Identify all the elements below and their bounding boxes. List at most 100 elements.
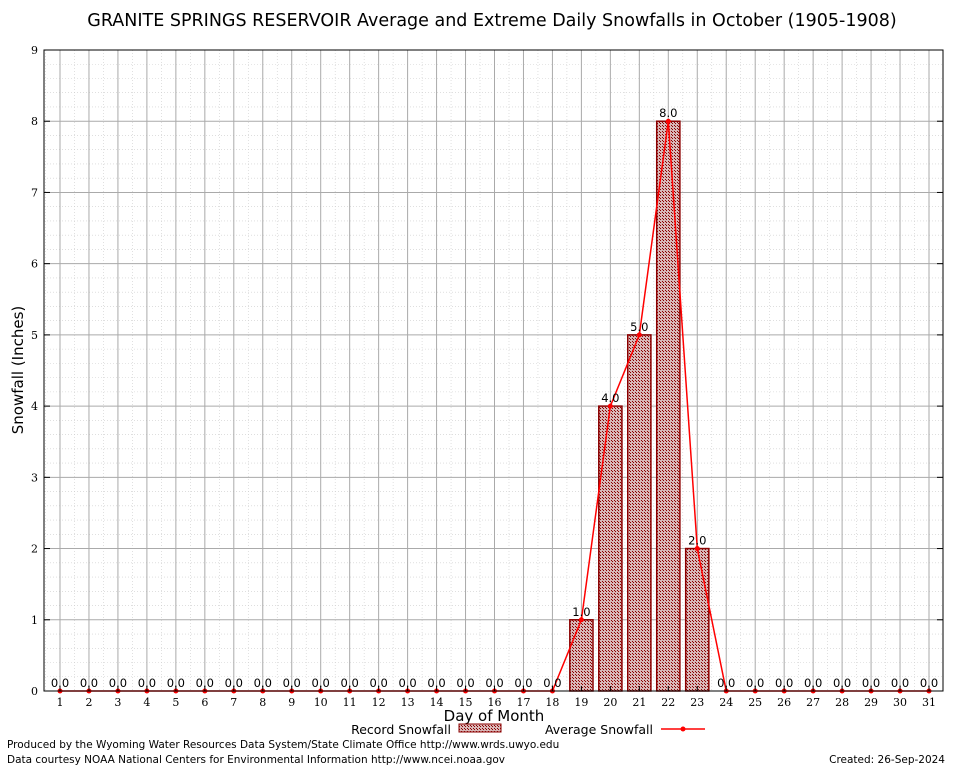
data-label: 0.0 xyxy=(51,676,69,690)
data-label: 0.0 xyxy=(196,676,214,690)
x-tick-label: 16 xyxy=(488,696,502,709)
data-label: 0.0 xyxy=(543,676,561,690)
x-tick-label: 3 xyxy=(114,696,121,709)
x-tick-label: 30 xyxy=(893,696,907,709)
x-tick-label: 18 xyxy=(545,696,559,709)
x-tick-label: 2 xyxy=(85,696,92,709)
y-tick-label: 6 xyxy=(31,258,38,271)
data-label: 0.0 xyxy=(167,676,185,690)
data-label: 0.0 xyxy=(485,676,503,690)
x-tick-label: 28 xyxy=(835,696,849,709)
y-tick-label: 3 xyxy=(31,471,38,484)
major-grid xyxy=(44,49,943,692)
plot-frame xyxy=(43,49,944,692)
y-tick-label: 8 xyxy=(31,115,38,128)
y-tick-label: 9 xyxy=(31,44,38,57)
y-tick-label: 2 xyxy=(31,543,38,556)
data-label: 0.0 xyxy=(80,676,98,690)
data-label: 0.0 xyxy=(514,676,532,690)
data-label: 0.0 xyxy=(775,676,793,690)
data-label: 0.0 xyxy=(427,676,445,690)
x-tick-label: 8 xyxy=(259,696,266,709)
x-tick-label: 11 xyxy=(343,696,357,709)
data-label: 0.0 xyxy=(891,676,909,690)
x-tick-label: 27 xyxy=(806,696,820,709)
chart-title: GRANITE SPRINGS RESERVOIR Average and Ex… xyxy=(87,11,896,31)
y-axis-ticks: 0 1 2 3 4 5 6 7 8 9 xyxy=(31,44,943,698)
data-label: 0.0 xyxy=(456,676,474,690)
record-snowfall-bar xyxy=(598,405,623,692)
data-label: 1.0 xyxy=(572,605,590,619)
x-tick-label: 31 xyxy=(922,696,936,709)
x-tick-label: 21 xyxy=(632,696,646,709)
average-snowfall-point xyxy=(665,118,671,124)
y-tick-label: 1 xyxy=(31,614,38,627)
x-tick-label: 5 xyxy=(172,696,179,709)
x-tick-label: 24 xyxy=(719,696,733,709)
x-tick-label: 10 xyxy=(314,696,328,709)
x-tick-label: 6 xyxy=(201,696,208,709)
x-tick-label: 26 xyxy=(777,696,791,709)
legend: Record Snowfall Average Snowfall xyxy=(351,722,705,737)
average-snowfall-point xyxy=(694,546,700,552)
y-tick-label: 5 xyxy=(31,329,38,342)
y-axis-label: Snowfall (Inches) xyxy=(9,306,27,434)
x-tick-label: 4 xyxy=(143,696,150,709)
data-label: 4.0 xyxy=(601,391,619,405)
record-snowfall-bar xyxy=(684,547,710,692)
footer-created-date: Created: 26-Sep-2024 xyxy=(829,754,945,766)
record-snowfall-bar xyxy=(626,334,652,692)
y-tick-label: 0 xyxy=(31,685,38,698)
x-tick-label: 22 xyxy=(661,696,675,709)
average-snowfall-point xyxy=(607,403,613,409)
x-tick-label: 14 xyxy=(430,696,444,709)
x-tick-label: 7 xyxy=(230,696,237,709)
footer-data-courtesy: Data courtesy NOAA National Centers for … xyxy=(7,754,505,766)
x-tick-label: 25 xyxy=(748,696,762,709)
data-label: 0.0 xyxy=(312,676,330,690)
data-label: 0.0 xyxy=(254,676,272,690)
x-tick-label: 29 xyxy=(864,696,878,709)
average-snowfall-point xyxy=(636,332,642,338)
footer-produced-by: Produced by the Wyoming Water Resources … xyxy=(7,739,559,751)
data-label: 0.0 xyxy=(225,676,243,690)
x-tick-label: 1 xyxy=(57,696,64,709)
data-label: 5.0 xyxy=(630,320,648,334)
data-label: 0.0 xyxy=(398,676,416,690)
data-label: 0.0 xyxy=(862,676,880,690)
legend-average-label: Average Snowfall xyxy=(545,722,653,737)
y-tick-label: 4 xyxy=(31,400,38,413)
x-tick-label: 13 xyxy=(401,696,415,709)
data-label: 0.0 xyxy=(920,676,938,690)
x-tick-label: 12 xyxy=(372,696,386,709)
x-tick-label: 20 xyxy=(603,696,617,709)
legend-record-swatch xyxy=(458,723,502,733)
data-label: 2.0 xyxy=(688,534,706,548)
record-snowfall-bar xyxy=(569,619,594,692)
legend-average-marker xyxy=(680,726,686,732)
average-snowfall-point xyxy=(578,617,584,623)
data-labels: 0.0 0.0 0.0 0.0 0.0 0.0 0.0 0.0 0.0 0.0 0.0 0.0 0.0 0… xyxy=(51,106,938,690)
legend-record-label: Record Snowfall xyxy=(351,722,451,737)
data-label: 0.0 xyxy=(341,676,359,690)
data-label: 8.0 xyxy=(659,106,677,120)
x-tick-label: 15 xyxy=(459,696,473,709)
data-label: 0.0 xyxy=(717,676,735,690)
data-label: 0.0 xyxy=(746,676,764,690)
x-tick-label: 17 xyxy=(516,696,530,709)
x-axis-label: Day of Month xyxy=(444,707,545,725)
data-label: 0.0 xyxy=(833,676,851,690)
minor-grid xyxy=(44,50,943,691)
data-label: 0.0 xyxy=(369,676,387,690)
y-tick-label: 7 xyxy=(31,186,38,199)
x-tick-label: 19 xyxy=(574,696,588,709)
data-label: 0.0 xyxy=(283,676,301,690)
data-label: 0.0 xyxy=(138,676,156,690)
x-tick-label: 23 xyxy=(690,696,704,709)
x-axis-ticks: 1 2 3 4 5 6 7 8 9 10 11 12 13 14 15 16 17 18 19 20 21 22 23 24 2… xyxy=(57,686,936,709)
data-label: 0.0 xyxy=(109,676,127,690)
data-label: 0.0 xyxy=(804,676,822,690)
record-snowfall-bar xyxy=(655,120,681,692)
